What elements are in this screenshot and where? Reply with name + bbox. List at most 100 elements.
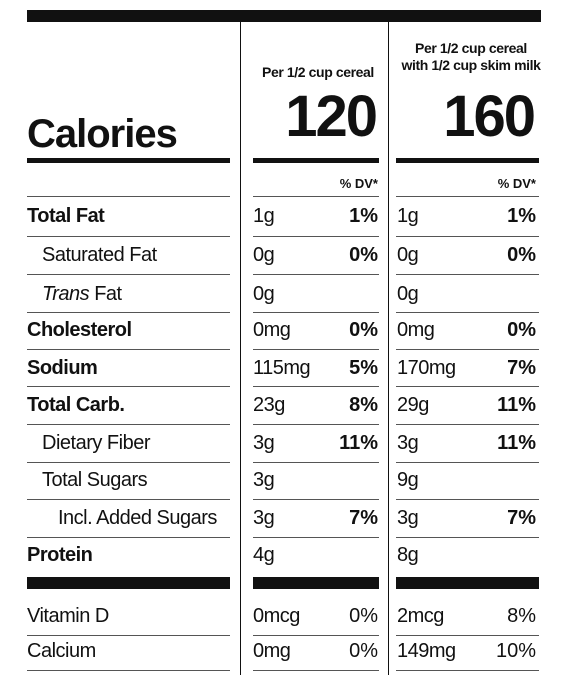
amount-col1: 0mcg: [253, 605, 300, 627]
dv-col1: 7%: [349, 507, 378, 529]
dv-header-col1: % DV*: [339, 176, 378, 191]
amount-col2: 1g: [397, 205, 419, 227]
amount-col1: 1g: [253, 205, 275, 227]
amount-col1: 115mg: [253, 357, 311, 379]
calories-value-col2: 160: [443, 84, 536, 149]
rule: [396, 670, 539, 671]
nutrient-name: Cholesterol: [27, 319, 132, 341]
column-divider-right: [388, 22, 389, 675]
amount-col2: 170mg: [397, 357, 456, 379]
dv-col2: 11%: [497, 432, 536, 454]
dv-col2: 7%: [507, 507, 536, 529]
row-saturated-fat: Saturated Fat 0g 0% 0g 0%: [0, 238, 566, 275]
rule: [396, 274, 539, 275]
rule: [396, 635, 539, 636]
nutrient-name: Incl. Added Sugars: [58, 507, 217, 529]
rule: [27, 196, 230, 197]
calories-bar-col2: [396, 158, 539, 163]
thick-separator-col2: [396, 577, 539, 589]
dv-col2: 0%: [507, 244, 536, 266]
rule: [253, 349, 379, 350]
nutrient-name: Saturated Fat: [42, 244, 157, 266]
amount-col2: 149mg: [397, 640, 456, 662]
row-vitamin-d: Vitamin D 0mcg 0% 2mcg 8%: [0, 599, 566, 636]
rule: [27, 670, 230, 671]
dv-col1: 0%: [349, 244, 378, 266]
column-2-header-line-2: with 1/2 cup skim milk: [401, 57, 541, 73]
row-total-sugars: Total Sugars 3g 9g: [0, 463, 566, 500]
amount-col2: 3g: [397, 432, 419, 454]
dv-col2: 0%: [507, 319, 536, 341]
row-protein: Protein 4g 8g: [0, 538, 566, 575]
dv-col2: 8%: [507, 605, 536, 627]
thick-separator-left: [27, 577, 230, 589]
amount-col1: 0g: [253, 283, 275, 305]
dv-header-col2: % DV*: [497, 176, 536, 191]
dv-col2: 10%: [495, 640, 536, 662]
rule: [396, 424, 539, 425]
rule: [396, 349, 539, 350]
rule: [27, 499, 230, 500]
rule: [396, 499, 539, 500]
nutrient-name: Total Carb.: [27, 394, 125, 416]
rule: [27, 349, 230, 350]
amount-col2: 3g: [397, 507, 419, 529]
rule: [27, 236, 230, 237]
row-cholesterol: Cholesterol 0mg 0% 0mg 0%: [0, 313, 566, 350]
dv-col1: 11%: [339, 432, 378, 454]
rule: [253, 196, 379, 197]
row-total-fat: Total Fat 1g 1% 1g 1%: [0, 199, 566, 236]
rule: [27, 386, 230, 387]
rule: [253, 635, 379, 636]
amount-col1: 0g: [253, 244, 275, 266]
row-sodium: Sodium 115mg 5% 170mg 7%: [0, 351, 566, 388]
dv-col2: 11%: [497, 394, 536, 416]
amount-col1: 3g: [253, 469, 275, 491]
calories-bar-left: [27, 158, 230, 163]
rule: [27, 635, 230, 636]
dv-col2: 1%: [507, 205, 536, 227]
rule: [396, 386, 539, 387]
row-added-sugars: Incl. Added Sugars 3g 7% 3g 7%: [0, 501, 566, 538]
calories-bar-col1: [253, 158, 379, 163]
rule: [253, 670, 379, 671]
rule: [27, 424, 230, 425]
row-calcium: Calcium 0mg 0% 149mg 10%: [0, 635, 566, 672]
rule: [396, 196, 539, 197]
amount-col1: 4g: [253, 544, 275, 566]
amount-col2: 8g: [397, 544, 419, 566]
nutrient-name: Total Sugars: [42, 469, 148, 491]
dv-col1: 5%: [349, 357, 378, 379]
amount-col1: 23g: [253, 394, 285, 416]
rule: [396, 462, 539, 463]
column-2-header-line-1: Per 1/2 cup cereal: [415, 40, 527, 56]
dv-col1: 8%: [349, 394, 378, 416]
nutrient-name: Vitamin D: [27, 605, 109, 627]
dv-col1: 0%: [349, 319, 378, 341]
nutrient-name: Sodium: [27, 357, 98, 379]
amount-col2: 9g: [397, 469, 419, 491]
rule: [253, 537, 379, 538]
nutrient-name: Calcium: [27, 640, 96, 662]
nutrient-name: Protein: [27, 544, 93, 566]
dv-col1: 0%: [349, 640, 378, 662]
nutrient-name: Total Fat: [27, 205, 105, 227]
thick-separator-col1: [253, 577, 379, 589]
rule: [253, 236, 379, 237]
amount-col1: 3g: [253, 507, 275, 529]
rule: [253, 274, 379, 275]
rule: [396, 236, 539, 237]
rule: [253, 386, 379, 387]
amount-col2: 2mcg: [397, 605, 444, 627]
dv-col2: 7%: [507, 357, 536, 379]
trans-rest: Fat: [89, 283, 122, 305]
top-thick-bar: [27, 10, 541, 22]
row-dietary-fiber: Dietary Fiber 3g 11% 3g 11%: [0, 426, 566, 463]
rule: [253, 424, 379, 425]
rule: [27, 537, 230, 538]
calories-label: Calories: [27, 112, 178, 156]
amount-col1: 3g: [253, 432, 275, 454]
rule: [27, 312, 230, 313]
calories-value-col1: 120: [285, 84, 378, 149]
